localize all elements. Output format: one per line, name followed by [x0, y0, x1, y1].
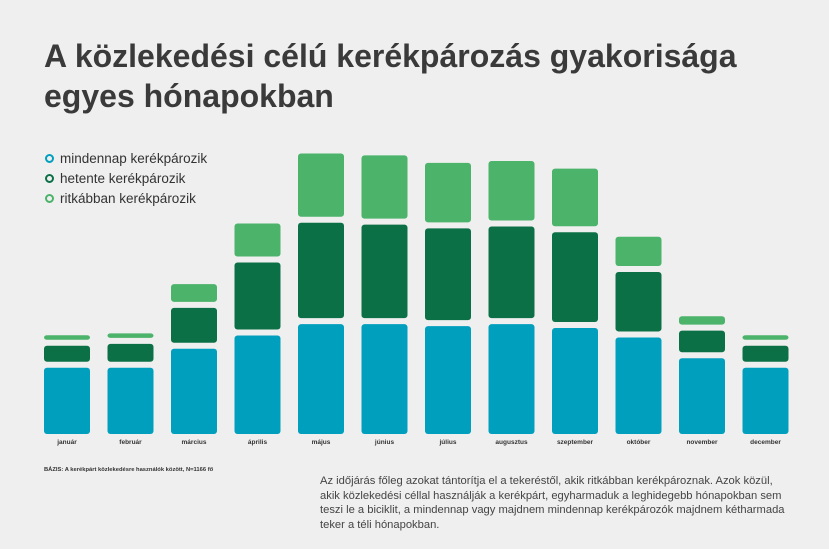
- bar-oktober-rarely: [615, 236, 662, 266]
- bar-aprilis-rarely: [234, 223, 281, 257]
- bar-majus-weekly: [298, 222, 344, 319]
- bar-augusztus-daily: [488, 324, 535, 434]
- legend-item-weekly: hetente kerékpározik: [44, 168, 207, 188]
- bar-julius-daily: [425, 326, 471, 434]
- bar-junius-weekly: [361, 224, 408, 319]
- chart-title: A közlekedési célú kerékpározás gyakoris…: [44, 38, 737, 114]
- bar-februar-weekly: [107, 343, 154, 362]
- month-label-januar: január: [56, 439, 77, 446]
- month-label-aprilis: április: [248, 439, 268, 446]
- bar-junius-daily: [361, 324, 408, 434]
- explanation-note: Az időjárás főleg azokat tántorítja el a…: [320, 475, 785, 531]
- month-label-augusztus: augusztus: [495, 439, 528, 446]
- bar-november-daily: [679, 358, 725, 434]
- bar-januar-daily: [44, 367, 90, 434]
- bar-julius-weekly: [425, 228, 471, 321]
- bar-julius-rarely: [425, 162, 471, 223]
- bar-oktober-daily: [615, 337, 662, 434]
- month-label-november: november: [686, 439, 718, 446]
- basis-note: BÁZIS: A kerékpárt közlekedésre használó…: [44, 467, 214, 473]
- bar-oktober-weekly: [615, 271, 662, 332]
- bar-szeptember-weekly: [552, 232, 598, 322]
- bar-november-rarely: [679, 316, 725, 325]
- bar-marcius-rarely: [171, 284, 217, 302]
- bar-aprilis-weekly: [234, 262, 281, 330]
- month-label-julius: július: [439, 439, 457, 446]
- bar-junius-rarely: [361, 155, 408, 219]
- month-label-februar: február: [119, 439, 142, 446]
- bar-januar-weekly: [44, 345, 90, 362]
- month-label-marcius: március: [182, 439, 207, 446]
- bar-november-weekly: [679, 330, 725, 353]
- legend-dot-weekly-icon: [45, 173, 54, 183]
- bar-aprilis-daily: [234, 335, 281, 434]
- bar-augusztus-rarely: [488, 161, 535, 221]
- legend-label-rarely: ritkábban kerékpározik: [60, 190, 196, 206]
- bar-december-rarely: [742, 335, 789, 340]
- month-label-szeptember: szeptember: [557, 439, 594, 446]
- bar-februar-rarely: [107, 333, 154, 338]
- bar-augusztus-weekly: [488, 226, 535, 319]
- legend-dot-rarely-icon: [45, 193, 54, 203]
- legend-item-daily: mindennap kerékpározik: [44, 148, 207, 168]
- bar-februar-daily: [107, 367, 154, 434]
- bar-marcius-weekly: [171, 307, 217, 343]
- legend-label-daily: mindennap kerékpározik: [60, 150, 208, 166]
- bar-szeptember-rarely: [552, 168, 598, 227]
- bar-majus-rarely: [298, 153, 344, 217]
- month-label-junius: június: [374, 439, 395, 446]
- bar-december-weekly: [742, 345, 789, 362]
- month-label-oktober: október: [627, 439, 651, 446]
- month-label-majus: május: [312, 439, 331, 446]
- legend: mindennap kerékpározik hetente kerékpáro…: [44, 148, 207, 208]
- month-label-december: december: [750, 439, 781, 446]
- bar-december-daily: [742, 367, 789, 434]
- legend-dot-daily-icon: [45, 153, 54, 163]
- bar-majus-daily: [298, 324, 344, 434]
- bar-marcius-daily: [171, 348, 217, 434]
- legend-item-rarely: ritkábban kerékpározik: [44, 188, 207, 208]
- legend-label-weekly: hetente kerékpározik: [60, 170, 186, 186]
- bar-szeptember-daily: [552, 327, 598, 434]
- bar-januar-rarely: [44, 335, 90, 340]
